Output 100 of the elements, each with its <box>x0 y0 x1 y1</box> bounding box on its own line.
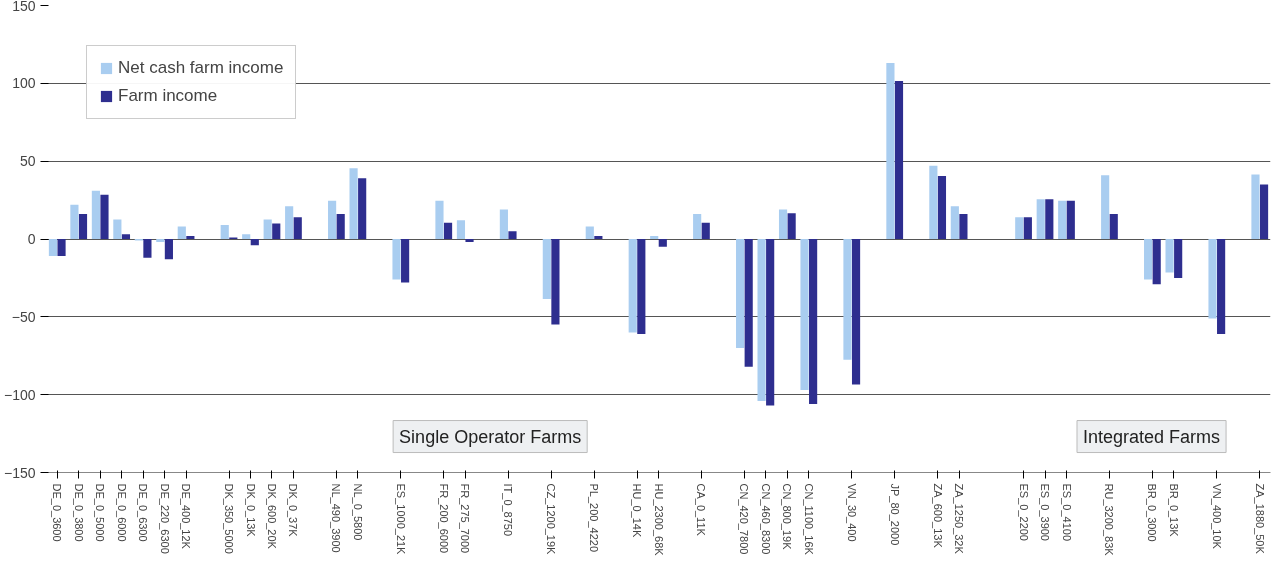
bar <box>650 235 659 239</box>
bar <box>1144 239 1153 280</box>
x-tick-label: FR_275_7000 <box>459 483 472 554</box>
bar <box>78 214 88 239</box>
bar <box>658 239 667 247</box>
bar <box>744 239 753 367</box>
bar <box>499 209 508 239</box>
bar <box>1208 239 1217 319</box>
bar <box>1045 199 1054 239</box>
bar <box>1259 184 1269 239</box>
bar <box>336 214 345 239</box>
y-tick-label: 0 <box>27 231 36 247</box>
bar <box>637 239 646 334</box>
bar <box>937 175 947 239</box>
bar <box>250 239 259 246</box>
bar <box>886 63 895 239</box>
bar <box>1217 239 1226 334</box>
x-tick-label: ES_1000_21K <box>394 483 407 556</box>
bar <box>392 239 401 280</box>
y-tick-label: 150 <box>12 0 36 14</box>
x-tick-label: DE_0_6300 <box>137 483 150 542</box>
bar <box>594 235 603 239</box>
x-tick-label: CN_1100_16K <box>802 483 815 556</box>
bar <box>91 190 100 239</box>
bar <box>551 239 560 325</box>
bar <box>48 239 58 257</box>
bar <box>1015 217 1024 239</box>
bar <box>435 200 444 239</box>
x-tick-label: CA_0_11K <box>695 483 708 537</box>
x-tick-label: DE_400_12K <box>180 483 193 550</box>
x-tick-label: ZA_1880_50K <box>1253 483 1266 555</box>
x-tick-label: NL_0_5800 <box>351 483 364 541</box>
x-tick-label: VN_30_400 <box>845 483 858 542</box>
bar <box>220 224 229 239</box>
bar <box>508 231 517 239</box>
annotation: Integrated Farms <box>1083 426 1221 447</box>
x-tick-label: BR_0_13K <box>1167 483 1180 538</box>
x-tick-label: NL_490_3900 <box>330 483 343 553</box>
bar <box>1036 199 1045 239</box>
bar <box>401 239 410 283</box>
bar <box>1174 239 1183 278</box>
x-tick-label: DK_0_13K <box>244 483 257 538</box>
y-tick-label: 50 <box>19 153 36 170</box>
x-tick-label: HU_2300_68K <box>652 483 665 557</box>
bar <box>787 213 796 239</box>
x-tick-label: HU_0_14K <box>631 483 644 538</box>
bar <box>628 239 637 333</box>
x-tick-label: ZA_1250_32K <box>953 483 966 555</box>
x-tick-label: JP_80_2000 <box>888 483 901 546</box>
bar <box>1251 174 1260 239</box>
x-tick-label: DE_0_3800 <box>72 483 85 542</box>
x-tick-label: DK_600_20K <box>265 483 278 550</box>
bar <box>272 223 281 239</box>
bar <box>349 168 358 239</box>
x-tick-label: BR_0_3000 <box>1146 483 1159 542</box>
bar <box>1152 239 1161 285</box>
y-tick-label: −150 <box>3 464 36 481</box>
bar <box>736 239 745 348</box>
bar <box>809 239 818 405</box>
x-tick-label: DE_220_6300 <box>158 483 171 554</box>
bar <box>959 214 968 239</box>
x-tick-label: DK_0_37K <box>287 483 300 538</box>
y-tick-label: 100 <box>12 75 36 92</box>
bar <box>1109 214 1118 239</box>
bar <box>701 222 710 239</box>
bar <box>164 239 173 260</box>
bar <box>57 239 66 257</box>
bar <box>585 226 594 239</box>
bar <box>851 239 861 385</box>
bar <box>757 239 766 401</box>
bar <box>121 234 131 239</box>
bar <box>950 206 959 239</box>
annotation: Single Operator Farms <box>399 426 582 447</box>
bar <box>443 222 453 239</box>
x-tick-label: ES_0_3900 <box>1039 483 1052 541</box>
x-tick-label: DE_0_5000 <box>94 483 107 542</box>
x-tick-label: CZ_1200_19K <box>545 483 558 556</box>
bar <box>70 204 79 239</box>
x-tick-label: RU_3200_83K <box>1103 483 1116 557</box>
bar <box>285 206 294 239</box>
bar <box>843 239 852 360</box>
bar <box>465 239 474 243</box>
bar <box>328 200 337 239</box>
x-tick-label: DK_350_5000 <box>223 483 236 554</box>
x-tick-label: IT_0_8750 <box>502 483 515 537</box>
bar <box>293 217 302 239</box>
legend-label: Net cash farm income <box>118 58 284 78</box>
x-tick-label: ZA_600_13K <box>931 483 944 549</box>
x-tick-label: ES_0_4100 <box>1060 483 1073 541</box>
bar <box>693 214 702 239</box>
x-tick-label: FR_200_6000 <box>437 483 450 554</box>
y-tick-label: −50 <box>11 308 36 325</box>
x-tick-label: ES_0_2200 <box>1017 483 1030 541</box>
bar <box>778 209 788 239</box>
x-tick-label: CN_800_19K <box>781 483 794 551</box>
bar <box>143 239 152 258</box>
bar <box>358 178 367 239</box>
bar <box>456 220 466 239</box>
bar <box>242 234 251 239</box>
x-tick-label: VN_400_10K <box>1210 483 1223 550</box>
